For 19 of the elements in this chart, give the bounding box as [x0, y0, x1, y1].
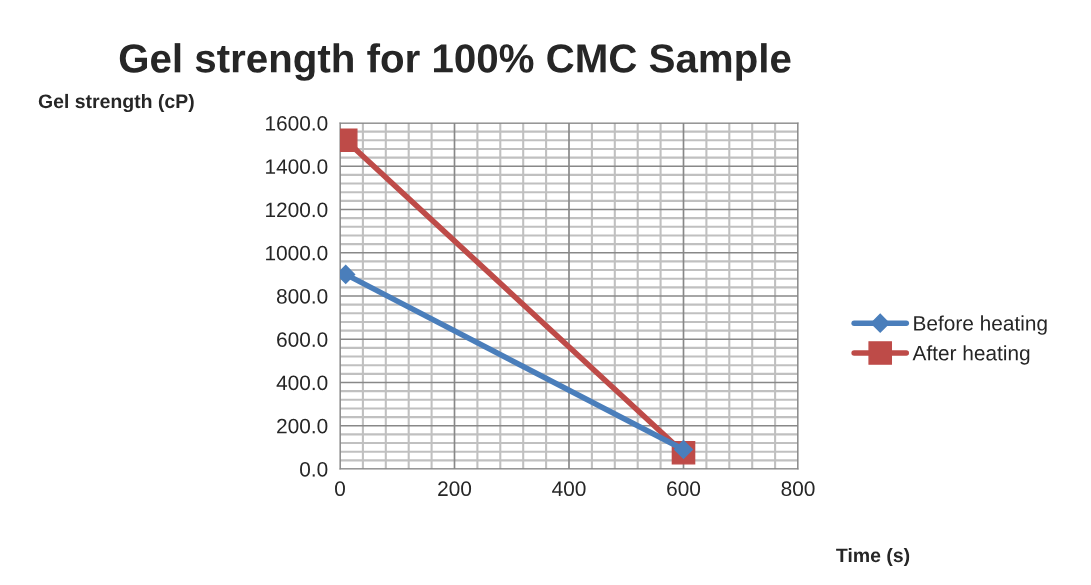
y-axis-title: Gel strength (cP)	[38, 93, 194, 113]
x-tick-label: 400	[552, 481, 586, 497]
y-tick-label: 1600.0	[266, 116, 328, 131]
y-tick-label: 600.0	[277, 332, 328, 347]
y-tick-label: 800.0	[276, 289, 328, 304]
y-tick-label: 1000.0	[266, 245, 328, 261]
chart-title: Gel strength for 100% CMC Sample	[119, 43, 791, 81]
x-tick-label: 200	[438, 481, 472, 497]
x-tick-label: 600	[667, 481, 701, 497]
x-axis-title: Time (s)	[836, 547, 910, 567]
y-tick-label: 1200.0	[266, 202, 328, 218]
y-tick-label: 200.0	[277, 418, 328, 434]
legend-label: Before heating	[914, 315, 1047, 335]
y-tick-label: 1400.0	[266, 159, 328, 174]
y-tick-label: 400.0	[276, 375, 328, 391]
legend-label: After heating	[912, 345, 1030, 365]
y-tick-label: 0.0	[300, 462, 328, 477]
x-tick-label: 800	[781, 481, 815, 497]
x-tick-label: 0	[335, 481, 345, 497]
